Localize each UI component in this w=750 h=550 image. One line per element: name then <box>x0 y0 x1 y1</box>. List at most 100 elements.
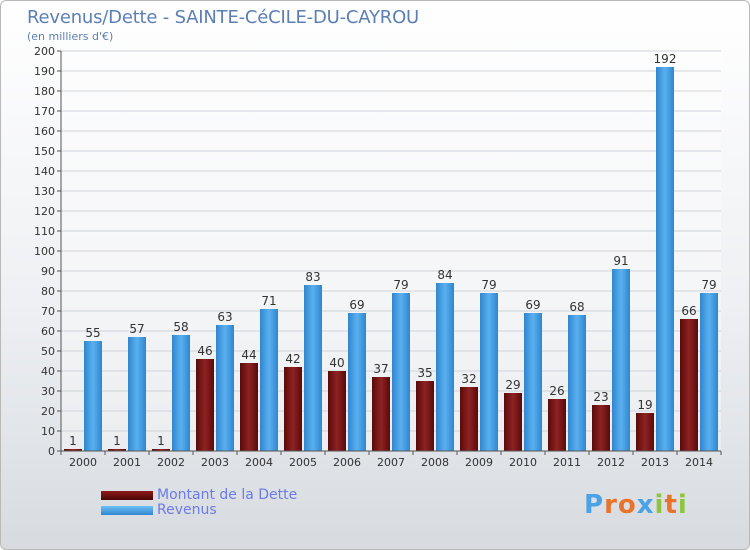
bar-revenus <box>216 325 234 451</box>
chart-title: Revenus/Dette - SAINTE-CéCILE-DU-CAYROU <box>27 7 420 28</box>
logo-letter: P <box>584 490 605 520</box>
data-label-dette: 19 <box>637 398 652 412</box>
data-label-dette: 26 <box>549 384 564 398</box>
x-tick-label: 2012 <box>597 456 625 469</box>
bar-dette <box>460 387 478 451</box>
y-tick-label: 90 <box>41 265 55 278</box>
y-tick-label: 150 <box>34 145 55 158</box>
bar-dette <box>416 381 434 451</box>
y-tick-label: 100 <box>34 245 55 258</box>
data-label-revenus: 79 <box>481 278 496 292</box>
x-tick-label: 2014 <box>685 456 713 469</box>
axis-layer: 0102030405060708090100110120130140150160… <box>34 45 722 469</box>
bars-layer <box>64 67 718 451</box>
bar-dette <box>592 405 610 451</box>
y-tick-label: 190 <box>34 65 55 78</box>
bar-dette <box>548 399 566 451</box>
logo-letter: i <box>677 490 688 520</box>
bar-revenus <box>348 313 366 451</box>
data-label-dette: 40 <box>329 356 344 370</box>
logo-letter: x <box>636 490 655 520</box>
data-label-revenus: 69 <box>525 298 540 312</box>
bar-dette <box>504 393 522 451</box>
data-label-revenus: 84 <box>437 268 452 282</box>
data-label-revenus: 79 <box>701 278 716 292</box>
data-label-revenus: 71 <box>261 294 276 308</box>
logo-letter: o <box>617 490 637 520</box>
y-tick-label: 200 <box>34 45 55 58</box>
data-label-dette: 66 <box>681 304 696 318</box>
data-label-dette: 42 <box>285 352 300 366</box>
bar-revenus <box>480 293 498 451</box>
y-tick-label: 160 <box>34 125 55 138</box>
bar-dette <box>284 367 302 451</box>
x-tick-label: 2008 <box>421 456 449 469</box>
y-tick-label: 60 <box>41 325 55 338</box>
data-label-revenus: 68 <box>569 300 584 314</box>
y-tick-label: 110 <box>34 225 55 238</box>
y-tick-label: 0 <box>48 445 55 458</box>
bar-dette <box>64 449 82 451</box>
legend-label-revenus: Revenus <box>157 502 217 518</box>
bar-dette <box>372 377 390 451</box>
data-label-revenus: 63 <box>217 310 232 324</box>
bar-revenus <box>568 315 586 451</box>
bar-revenus <box>172 335 190 451</box>
bar-dette <box>328 371 346 451</box>
bar-revenus <box>84 341 102 451</box>
data-label-dette: 44 <box>241 348 256 362</box>
bar-revenus <box>128 337 146 451</box>
y-tick-label: 170 <box>34 105 55 118</box>
bar-revenus <box>436 283 454 451</box>
y-tick-label: 50 <box>41 345 55 358</box>
x-tick-label: 2011 <box>553 456 581 469</box>
data-label-dette: 35 <box>417 366 432 380</box>
legend-item-dette: Montant de la Dette <box>101 487 297 503</box>
y-tick-label: 70 <box>41 305 55 318</box>
x-tick-label: 2002 <box>157 456 185 469</box>
logo-letter: i <box>654 490 665 520</box>
data-label-revenus: 55 <box>85 326 100 340</box>
data-label-dette: 1 <box>157 434 165 448</box>
bar-dette <box>240 363 258 451</box>
x-tick-label: 2007 <box>377 456 405 469</box>
y-tick-label: 10 <box>41 425 55 438</box>
data-label-dette: 1 <box>69 434 77 448</box>
data-label-revenus: 57 <box>129 322 144 336</box>
bar-revenus <box>612 269 630 451</box>
data-label-dette: 37 <box>373 362 388 376</box>
bar-dette <box>680 319 698 451</box>
bar-revenus <box>260 309 278 451</box>
x-tick-label: 2004 <box>245 456 273 469</box>
bar-dette <box>152 449 170 451</box>
data-label-dette: 46 <box>197 344 212 358</box>
y-tick-label: 120 <box>34 205 55 218</box>
bar-revenus <box>656 67 674 451</box>
labels-layer: 1 55 1 57 1 58 46 63 44 71 42 83 40 69 37 79 35 84 32 79 29 6… <box>69 52 716 448</box>
y-tick-label: 140 <box>34 165 55 178</box>
logo-letter: r <box>604 490 618 520</box>
data-label-revenus: 58 <box>173 320 188 334</box>
y-tick-label: 80 <box>41 285 55 298</box>
chart-subtitle: (en milliers d'€) <box>27 30 114 43</box>
data-label-dette: 1 <box>113 434 121 448</box>
bar-revenus <box>392 293 410 451</box>
data-label-revenus: 91 <box>613 254 628 268</box>
grid-layer <box>61 50 721 452</box>
y-tick-label: 30 <box>41 385 55 398</box>
x-tick-label: 2000 <box>69 456 97 469</box>
legend-item-revenus: Revenus <box>101 502 217 518</box>
bar-dette <box>196 359 214 451</box>
x-tick-label: 2003 <box>201 456 229 469</box>
bar-revenus <box>304 285 322 451</box>
y-tick-label: 40 <box>41 365 55 378</box>
data-label-revenus: 79 <box>393 278 408 292</box>
data-label-dette: 32 <box>461 372 476 386</box>
data-label-revenus: 83 <box>305 270 320 284</box>
legend-swatch-revenus <box>101 505 153 515</box>
x-tick-label: 2009 <box>465 456 493 469</box>
y-tick-label: 180 <box>34 85 55 98</box>
y-tick-label: 130 <box>34 185 55 198</box>
x-tick-label: 2001 <box>113 456 141 469</box>
data-label-revenus: 192 <box>654 52 677 66</box>
